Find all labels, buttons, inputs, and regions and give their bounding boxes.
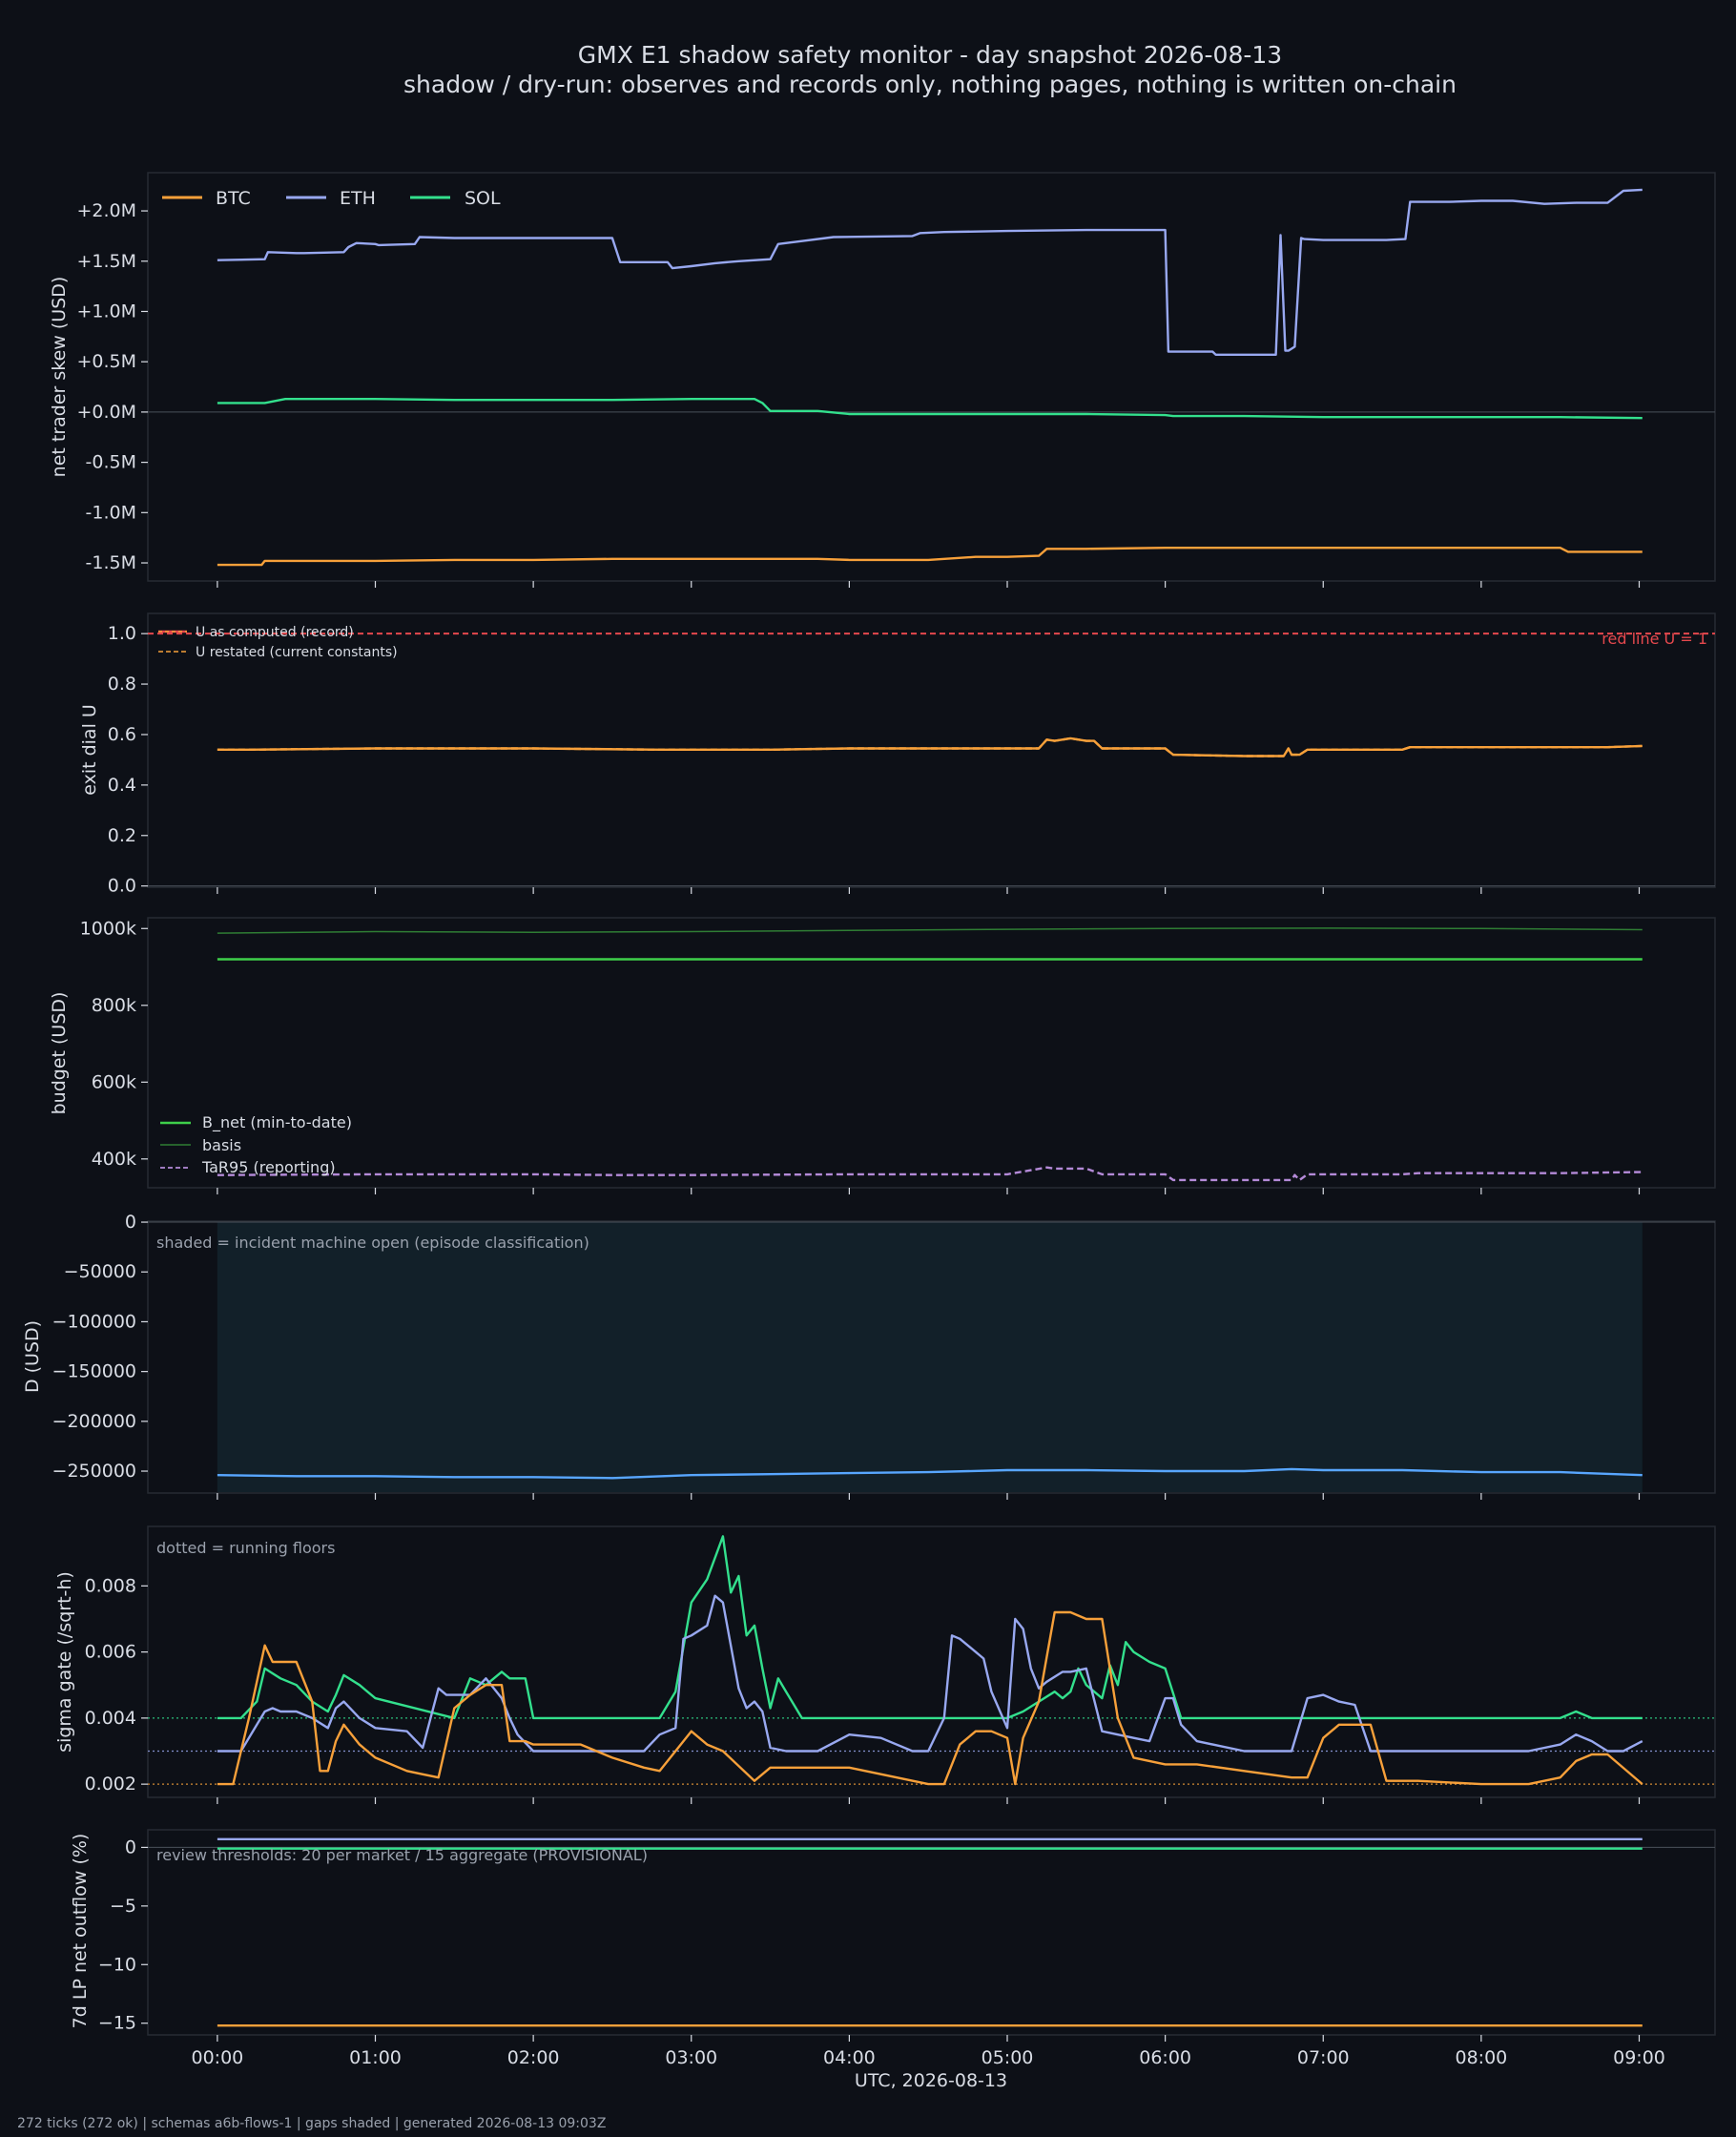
sigma_gate-plot-layer <box>148 1535 1715 1786</box>
skew-ytick-label: +1.0M <box>76 301 136 322</box>
panel-drawdown: D (USD) shaded = incident machine open (… <box>22 1212 1716 1500</box>
panel-sigma-gate-frame <box>147 1525 1716 1798</box>
budget-series-basis <box>217 927 1643 934</box>
review-thresholds-note: review thresholds: 20 per market / 15 ag… <box>156 1846 648 1864</box>
legend-label-tar95: TaR95 (reporting) <box>201 1158 336 1176</box>
x-axis-label: UTC, 2026-08-13 <box>855 2070 1007 2091</box>
budget-series-tar95-reporting <box>217 1166 1643 1182</box>
xtick-label: 06:00 <box>1139 2047 1191 2068</box>
exit_dial-ytick-label: 0.8 <box>108 674 136 695</box>
panel-skew: net trader skew (USD) BTC ETH SOL -1.5M -… <box>49 172 1716 588</box>
drawdown-ytick-label: −50000 <box>64 1261 136 1282</box>
xtick-label: 01:00 <box>349 2047 402 2068</box>
legend-label-eth: ETH <box>340 188 376 209</box>
legend-label-u-record: U as computed (record) <box>196 625 354 640</box>
panel-sigma-gate: sigma gate (/sqrt-h) dotted = running fl… <box>54 1525 1716 1804</box>
drawdown-ytick-label: 0 <box>125 1212 136 1233</box>
drawdown-ytick-label: −100000 <box>52 1311 136 1332</box>
legend-label-u-restated: U restated (current constants) <box>196 645 398 660</box>
drawdown-ytick-label: −200000 <box>52 1411 136 1432</box>
skew-plot-layer <box>148 188 1715 567</box>
panel-skew-frame <box>147 172 1716 582</box>
exit_dial-plot-layer <box>148 633 1715 887</box>
skew-legend: BTC ETH SOL <box>162 188 501 209</box>
panel-exit-dial-frame <box>147 612 1716 888</box>
exit_dial-series-u-restated-current-constants <box>217 737 1643 757</box>
skew-ytick-label: -1.0M <box>86 502 136 523</box>
xtick-label: 02:00 <box>507 2047 560 2068</box>
lp_outflow-ytick-label: −15 <box>98 2013 136 2034</box>
skew-series-btc <box>217 547 1643 567</box>
panel-sigma-gate-ylabel: sigma gate (/sqrt-h) <box>54 1571 75 1753</box>
xtick-label: 08:00 <box>1455 2047 1507 2068</box>
lp_outflow-ytick-label: −5 <box>110 1896 136 1917</box>
exit_dial-ytick-label: 0.2 <box>108 825 136 846</box>
skew-ytick-label: +1.5M <box>76 251 136 272</box>
incident-shading-note: shaded = incident machine open (episode … <box>156 1234 589 1252</box>
lp_outflow-ytick-label: −10 <box>98 1954 136 1975</box>
sigma_gate-ytick-label: 0.002 <box>85 1774 136 1795</box>
exit_dial-ytick-label: 1.0 <box>108 623 136 644</box>
chart-subtitle: shadow / dry-run: observes and records o… <box>403 71 1457 98</box>
skew-series-eth <box>217 188 1643 356</box>
legend-label-bnet: B_net (min-to-date) <box>202 1113 352 1132</box>
panel-exit-dial-ylabel: exit dial U <box>79 704 100 796</box>
skew-ytick-label: +0.5M <box>76 351 136 372</box>
drawdown-series-d <box>217 1467 1643 1480</box>
budget-plot-layer <box>217 927 1643 1182</box>
budget-ytick-label: 400k <box>92 1149 136 1170</box>
drawdown-ytick-label: −250000 <box>52 1461 136 1482</box>
budget-ytick-label: 600k <box>92 1071 136 1092</box>
skew-ytick-label: +0.0M <box>76 402 136 423</box>
panel-lp-outflow: 7d LP net outflow (%) review thresholds:… <box>70 1829 1716 2068</box>
skew-ytick-label: +2.0M <box>76 200 136 221</box>
sigma_gate-ytick-label: 0.006 <box>85 1642 136 1663</box>
incident-shaded-region <box>217 1222 1643 1492</box>
skew-ytick-label: -1.5M <box>86 552 136 573</box>
sigma_gate-ytick-label: 0.008 <box>85 1575 136 1596</box>
sigma_gate-ytick-label: 0.004 <box>85 1708 136 1729</box>
panel-budget-ylabel: budget (USD) <box>49 992 70 1115</box>
xtick-label: 04:00 <box>823 2047 876 2068</box>
sigma_gate-series-sol <box>217 1535 1643 1720</box>
sigma_gate-series-btc <box>217 1610 1643 1786</box>
legend-label-basis: basis <box>202 1136 241 1154</box>
xtick-label: 05:00 <box>982 2047 1034 2068</box>
legend-label-btc: BTC <box>216 188 251 209</box>
drawdown-ytick-label: −150000 <box>52 1361 136 1382</box>
panel-skew-ylabel: net trader skew (USD) <box>49 277 70 478</box>
skew-series-sol <box>217 398 1643 420</box>
budget-legend: B_net (min-to-date) basis TaR95 (reporti… <box>160 1113 352 1176</box>
panel-lp-outflow-ylabel: 7d LP net outflow (%) <box>70 1834 91 2029</box>
xtick-label: 00:00 <box>191 2047 243 2068</box>
xtick-label: 09:00 <box>1613 2047 1665 2068</box>
legend-label-sol: SOL <box>465 188 501 209</box>
drawdown-plot-layer <box>148 1221 1715 1492</box>
exit_dial-ytick-label: 0.4 <box>108 775 136 796</box>
panel-lp-outflow-frame <box>147 1829 1716 2036</box>
footer-status: 272 ticks (272 ok) | schemas a6b-flows-1… <box>17 2116 606 2131</box>
sigma_gate-series-eth <box>217 1594 1643 1753</box>
panel-exit-dial: exit dial U red line U = 1 U as computed… <box>79 612 1716 897</box>
budget-ytick-label: 1000k <box>80 918 136 939</box>
panel-budget: budget (USD) B_net (min-to-date) basis T… <box>49 917 1716 1194</box>
panel-drawdown-ylabel: D (USD) <box>22 1320 43 1393</box>
chart-title: GMX E1 shadow safety monitor - day snaps… <box>578 41 1282 69</box>
lp_outflow-ytick-label: 0 <box>125 1836 136 1857</box>
xtick-label: 03:00 <box>665 2047 717 2068</box>
panel-budget-frame <box>147 917 1716 1189</box>
red-line-annotation: red line U = 1 <box>1602 630 1707 648</box>
exit-dial-legend: U as computed (record) U restated (curre… <box>158 625 398 660</box>
skew-ytick-label: -0.5M <box>86 452 136 473</box>
exit_dial-ytick-label: 0.6 <box>108 724 136 745</box>
lp_outflow-plot-layer <box>148 1837 1715 2027</box>
exit_dial-ytick-label: 0.0 <box>108 876 136 897</box>
budget-ytick-label: 800k <box>92 995 136 1016</box>
running-floors-note: dotted = running floors <box>156 1539 335 1557</box>
xtick-label: 07:00 <box>1297 2047 1350 2068</box>
